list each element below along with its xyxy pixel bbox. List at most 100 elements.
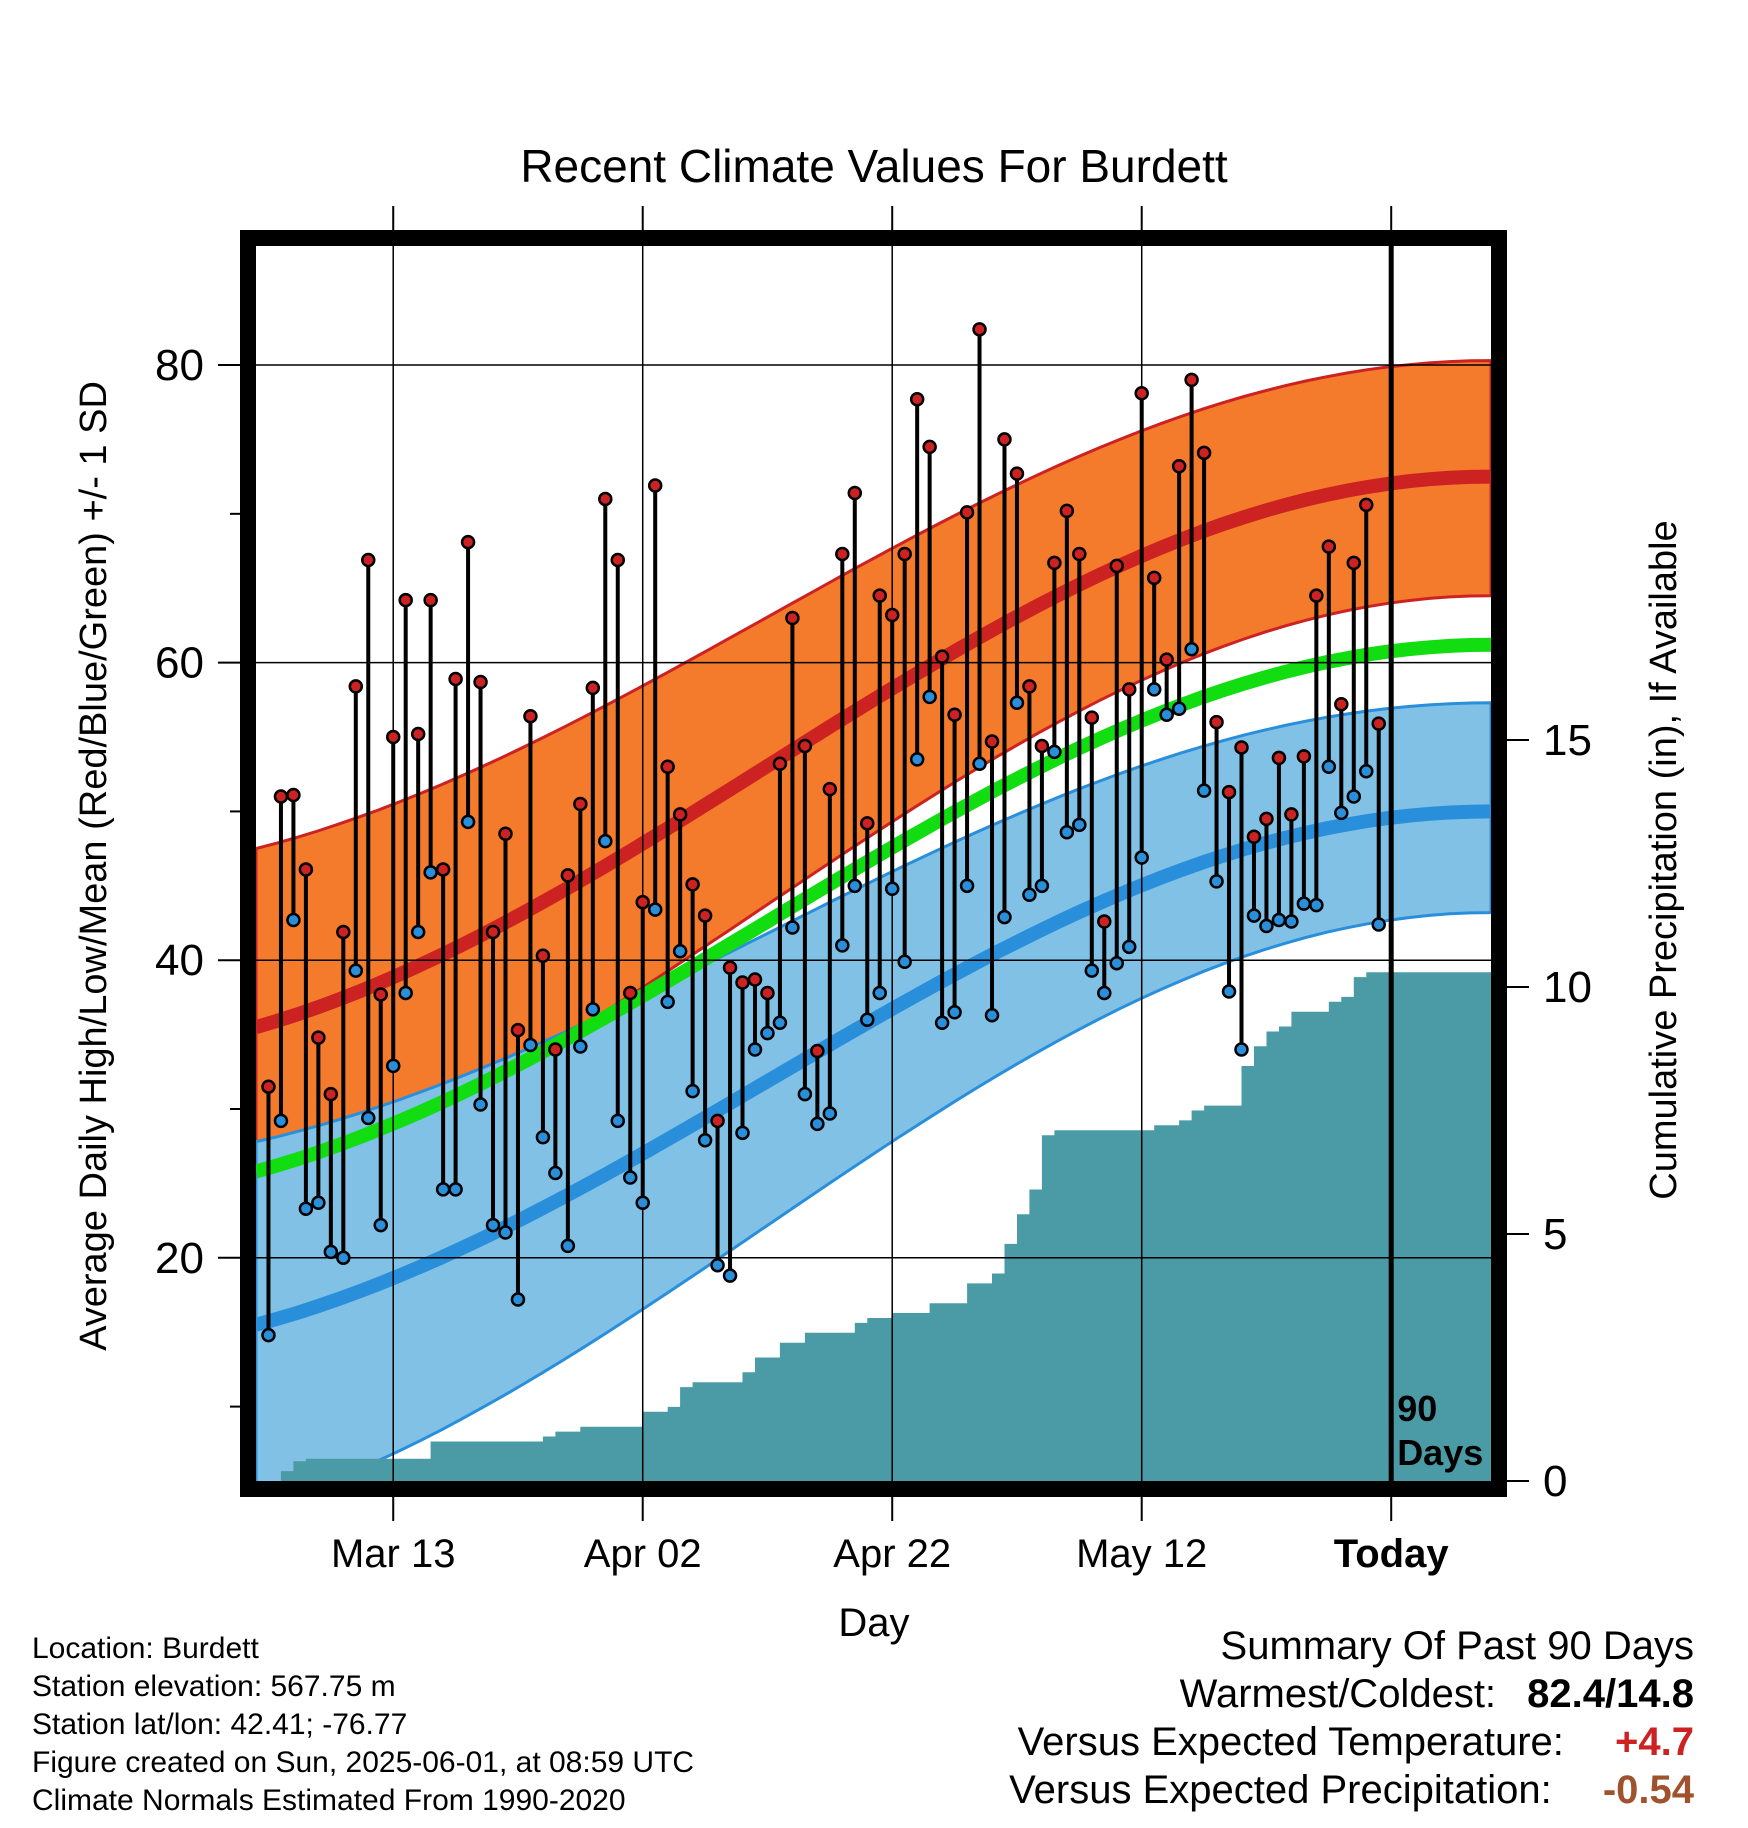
low-point	[1221, 984, 1237, 999]
high-point	[1334, 697, 1349, 712]
high-point	[523, 708, 538, 724]
high-point	[485, 924, 501, 940]
temp-departure-label: Versus Expected Temperature:	[1017, 1720, 1564, 1764]
normals-period-text: Climate Normals Estimated From 1990-2020	[32, 1784, 626, 1817]
x-tick-label: Apr 22	[833, 1532, 951, 1576]
low-point	[286, 912, 301, 928]
low-point	[647, 902, 663, 917]
high-point	[722, 960, 738, 975]
low-point	[1109, 955, 1125, 971]
y-tick-label: 40	[155, 936, 204, 985]
low-point	[485, 1217, 501, 1233]
high-point	[273, 789, 289, 804]
high-point	[373, 987, 388, 1002]
low-point	[1209, 874, 1224, 889]
low-point	[523, 1037, 538, 1053]
low-point	[361, 1110, 376, 1126]
low-point	[1059, 825, 1075, 840]
high-point	[1159, 652, 1174, 667]
low-point	[1097, 985, 1112, 1001]
high-point	[336, 924, 351, 940]
low-point	[884, 881, 900, 897]
low-point	[1159, 707, 1174, 722]
high-point	[1121, 682, 1137, 697]
high-point	[510, 1022, 526, 1038]
low-point	[1146, 682, 1162, 697]
high-point	[810, 1043, 825, 1059]
y2-tick-label: 10	[1543, 963, 1592, 1012]
high-point	[585, 680, 601, 696]
high-point	[1271, 750, 1287, 766]
low-point	[1371, 917, 1386, 932]
high-point	[398, 592, 413, 608]
low-point	[735, 1125, 750, 1141]
low-point	[348, 963, 364, 978]
low-point	[1359, 763, 1374, 779]
low-point	[1022, 887, 1037, 902]
high-point	[410, 726, 426, 742]
low-point	[660, 994, 675, 1010]
low-point	[1084, 963, 1100, 978]
low-point	[1246, 908, 1262, 923]
high-point	[1171, 458, 1187, 474]
low-point	[535, 1130, 551, 1145]
low-point	[722, 1268, 738, 1283]
low-point	[560, 1238, 576, 1254]
high-point	[286, 787, 301, 803]
low-point	[810, 1116, 825, 1132]
low-point	[897, 954, 912, 969]
high-point	[1309, 588, 1324, 603]
today-days-label: Days	[1397, 1432, 1483, 1473]
high-point	[1221, 784, 1237, 800]
high-point	[311, 1030, 326, 1045]
high-point	[560, 868, 576, 883]
high-point	[323, 1086, 339, 1102]
warmest-coldest-value: 82.4/14.8	[1527, 1672, 1694, 1716]
plot-frame	[240, 230, 1507, 1497]
high-point	[747, 972, 763, 987]
high-point	[1296, 749, 1312, 764]
low-point	[398, 985, 413, 1001]
high-sd-band	[256, 359, 1491, 1185]
high-point	[772, 756, 788, 772]
normal-mean-line	[256, 637, 1491, 1179]
y2-tick-label: 5	[1543, 1210, 1567, 1259]
low-point	[1121, 939, 1137, 955]
high-point	[1072, 546, 1087, 562]
x-tick-label: May 12	[1076, 1532, 1207, 1576]
high-point	[1009, 466, 1025, 481]
elevation-text: Station elevation: 567.75 m	[32, 1670, 396, 1703]
high-point	[909, 392, 925, 407]
y-axis-label: Average Daily High/Low/Mean (Red/Blue/Gr…	[73, 381, 115, 1351]
low-point	[273, 1113, 289, 1129]
low-point	[1271, 912, 1287, 928]
high-point	[1022, 679, 1037, 694]
low-point	[959, 878, 975, 894]
low-point	[1184, 641, 1199, 657]
low-point	[423, 865, 438, 880]
low-point	[635, 1195, 650, 1211]
summary-panel: Summary Of Past 90 Days Warmest/Coldest:…	[1009, 1622, 1694, 1814]
high-point	[1284, 807, 1299, 822]
high-point	[1184, 372, 1199, 388]
high-point	[535, 948, 551, 964]
low-point	[373, 1217, 388, 1233]
high-point	[1259, 811, 1274, 827]
low-point	[1309, 897, 1324, 913]
high-point	[872, 588, 887, 603]
high-point	[697, 908, 713, 923]
low-point	[984, 1008, 1000, 1023]
high-point	[598, 491, 613, 507]
precip-departure-value: -0.54	[1602, 1768, 1694, 1812]
low-point	[797, 1086, 813, 1102]
high-point	[1146, 570, 1162, 586]
low-point	[835, 938, 850, 953]
high-point	[1371, 716, 1386, 731]
low-point	[1321, 759, 1337, 775]
high-point	[685, 877, 700, 892]
location-text: Location: Burdett	[32, 1632, 259, 1665]
low-point	[697, 1133, 713, 1148]
low-point	[860, 1012, 875, 1027]
low-point	[473, 1097, 488, 1112]
